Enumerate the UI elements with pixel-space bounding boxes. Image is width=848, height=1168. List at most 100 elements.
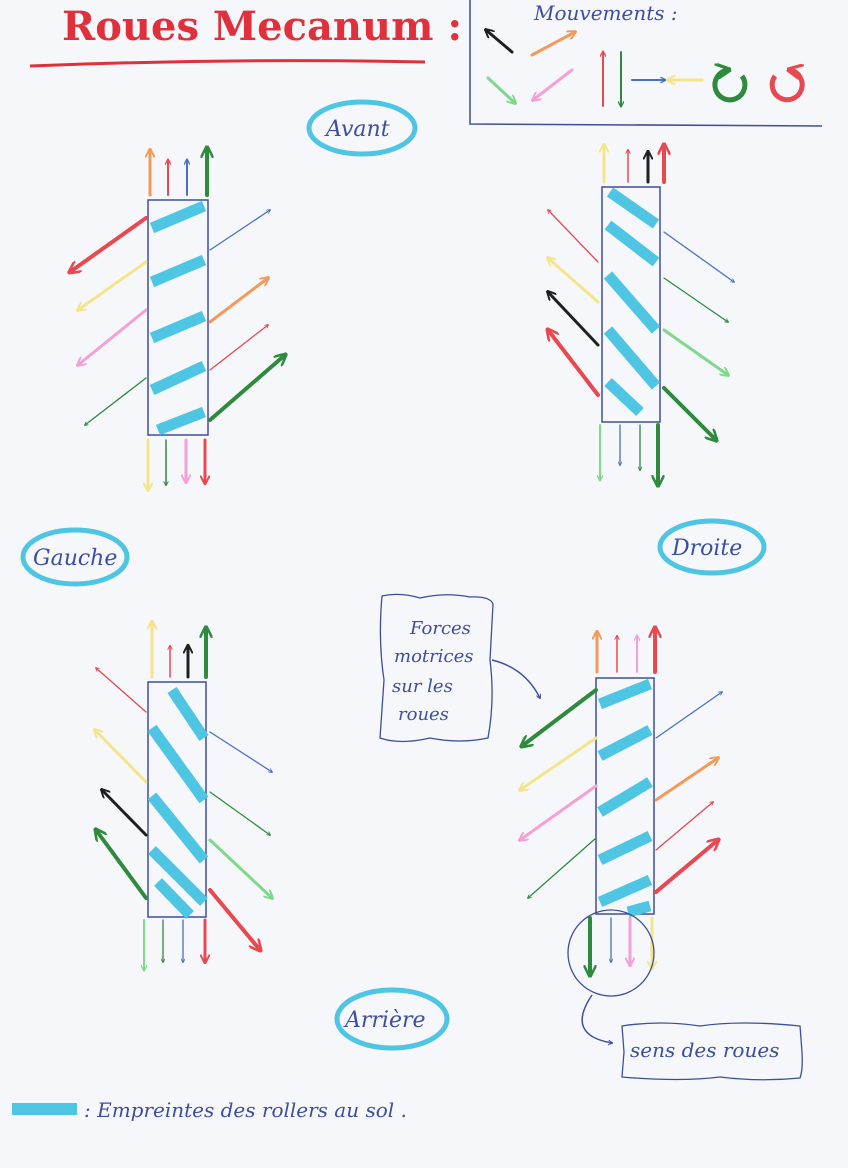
footer-legend: : Empreintes des rollers au sol . xyxy=(12,1098,407,1122)
wheel-front-right-body xyxy=(601,186,661,423)
label-left: Gauche xyxy=(20,527,130,587)
wheel-front-right-roller xyxy=(603,271,661,334)
force-arrow xyxy=(663,231,734,282)
wheel-front-left-roller xyxy=(149,254,207,288)
force-arrow xyxy=(654,758,718,802)
force-arrow xyxy=(209,210,270,251)
wheel-direction-box xyxy=(621,1022,803,1081)
wheel-back-right-body xyxy=(595,677,655,915)
label-right-oval xyxy=(657,518,767,576)
force-arrow xyxy=(548,292,600,347)
legend-arrow-back-left xyxy=(486,30,514,54)
wheel-back-right-roller xyxy=(626,900,652,918)
force-arrow xyxy=(208,355,285,422)
wheel-back-left-roller xyxy=(167,686,209,742)
label-front-oval xyxy=(306,99,418,157)
legend-box-border xyxy=(469,0,823,127)
label-back-text: Arrière xyxy=(343,1008,426,1033)
wheel-back-left-roller xyxy=(148,846,208,906)
force-arrow xyxy=(96,830,148,900)
wheel-back-left xyxy=(95,622,272,970)
wheel-back-right-roller xyxy=(597,831,653,865)
wheel-front-left xyxy=(70,148,285,490)
force-arrow xyxy=(520,784,598,840)
label-front-text: Avant xyxy=(324,117,390,142)
wheel-front-left-roller xyxy=(149,200,207,234)
force-arrow xyxy=(70,216,148,272)
force-arrow xyxy=(522,688,598,746)
force-arrow xyxy=(663,277,728,322)
label-right-text: Droite xyxy=(671,536,742,561)
force-arrow xyxy=(520,736,598,790)
force-arrow xyxy=(209,731,272,772)
wheel-front-left-roller xyxy=(149,310,207,344)
legend-title: Mouvements : xyxy=(533,1,678,25)
callout-forces-line-1: Forces xyxy=(409,618,471,639)
wheel-front-left-roller xyxy=(149,361,207,395)
wheel-back-left-roller xyxy=(147,724,209,804)
wheel-back-right-roller xyxy=(597,725,653,761)
wheel-back-right-roller xyxy=(597,874,653,908)
force-arrow xyxy=(209,791,270,835)
callout-forces-line-2: motrices xyxy=(394,646,473,667)
callout-forces-line-3: sur les xyxy=(392,676,453,697)
force-arrow xyxy=(85,377,147,425)
title-underline xyxy=(29,59,426,68)
roller-footprint-swatch xyxy=(12,1103,77,1115)
title-block: Roues Mecanum : xyxy=(29,3,462,68)
wheel-direction-text: sens des roues xyxy=(630,1038,779,1062)
wheel-front-left-roller xyxy=(155,406,207,436)
force-arrow xyxy=(208,838,272,898)
page-title: Roues Mecanum : xyxy=(62,3,462,50)
wheel-direction-pointer xyxy=(581,994,612,1043)
label-front: Avant xyxy=(306,99,418,157)
wheel-front-right-roller xyxy=(603,326,661,390)
force-arrow xyxy=(208,278,268,324)
force-arrow xyxy=(528,837,597,898)
callout-forces: Forces motrices sur les roues xyxy=(379,593,540,743)
wheel-back-left-roller xyxy=(147,792,209,864)
callout-forces-line-4: roues xyxy=(398,704,449,725)
footer-legend-text: : Empreintes des rollers au sol . xyxy=(84,1098,407,1122)
force-arrow xyxy=(102,790,148,837)
label-back: Arrière xyxy=(334,987,450,1051)
force-arrow xyxy=(662,386,716,440)
force-arrow xyxy=(209,325,268,371)
label-back-oval xyxy=(334,987,450,1051)
force-arrow xyxy=(78,260,148,310)
force-arrow xyxy=(655,802,713,851)
wheel-back-right-roller xyxy=(597,777,653,817)
callout-forces-pointer xyxy=(491,659,540,698)
callout-forces-box xyxy=(379,593,494,743)
legend-arrow-front-left xyxy=(533,68,574,100)
wheel-front-right-roller xyxy=(606,187,660,229)
wheel-front-right-roller xyxy=(604,377,644,417)
force-arrow xyxy=(96,668,147,713)
force-arrow xyxy=(655,692,722,739)
rotate-clockwise-icon xyxy=(712,70,748,103)
wheel-back-left-roller xyxy=(154,878,194,919)
force-arrow xyxy=(654,840,718,894)
wheel-back-right-roller xyxy=(597,678,653,710)
force-arrow xyxy=(548,330,600,397)
label-right: Droite xyxy=(657,518,767,576)
force-arrow xyxy=(78,308,148,365)
wheel-direction-circle xyxy=(567,909,655,997)
wheel-front-left-body xyxy=(147,199,209,436)
rotate-counterclockwise-icon xyxy=(769,70,805,103)
wheel-back-right xyxy=(520,628,722,975)
label-left-oval xyxy=(20,527,130,587)
force-arrow xyxy=(208,888,260,950)
force-arrow xyxy=(548,258,600,304)
movements-legend: Mouvements : xyxy=(469,0,823,127)
wheel-front-right-roller xyxy=(604,220,660,267)
wheel-front-right xyxy=(548,145,734,485)
force-arrow xyxy=(662,328,728,375)
legend-arrow-front-right xyxy=(530,32,575,57)
label-left-text: Gauche xyxy=(33,546,117,571)
wheels xyxy=(70,145,734,975)
force-arrow xyxy=(95,730,148,784)
callout-wheel-direction: sens des roues xyxy=(567,909,803,1081)
legend-arrows xyxy=(486,30,805,106)
force-arrow xyxy=(548,210,599,263)
